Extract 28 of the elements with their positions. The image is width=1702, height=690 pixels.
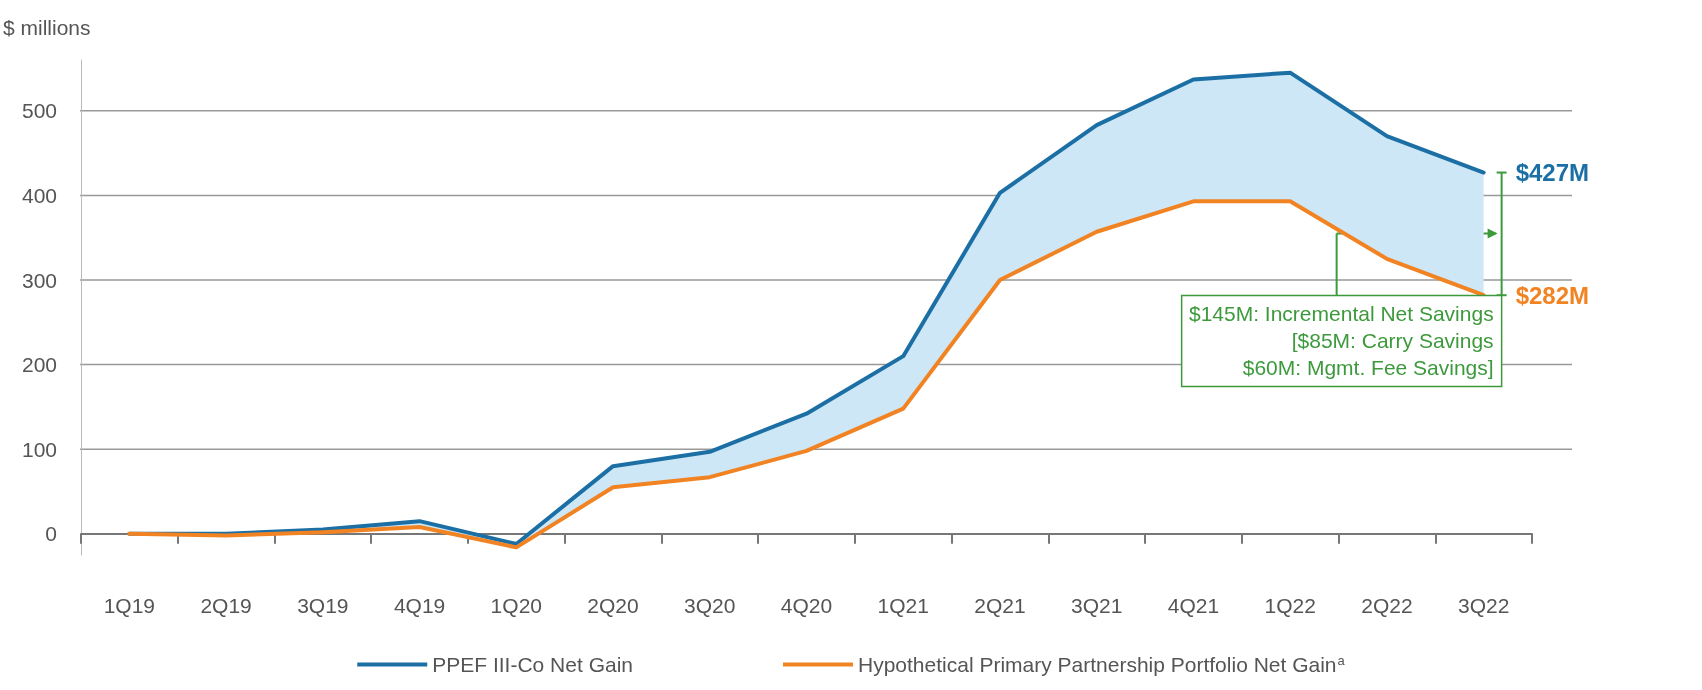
annotation: [$85M: Carry Savings bbox=[1291, 329, 1494, 353]
y-axis-title: $ millions bbox=[3, 16, 91, 39]
x-tick-label: 1Q22 bbox=[1264, 594, 1316, 617]
annotation: $60M: Mgmt. Fee Savings] bbox=[1242, 356, 1494, 380]
x-tick-label: 4Q21 bbox=[1167, 594, 1220, 617]
annotation: $145M: Incremental Net Savings bbox=[1188, 302, 1494, 326]
x-tick-label: 1Q21 bbox=[877, 594, 929, 617]
x-tick-label: 2Q20 bbox=[587, 594, 639, 617]
annotation: $427M bbox=[1515, 159, 1590, 187]
x-tick-label: 1Q19 bbox=[103, 594, 156, 617]
y-tick-label: 200 bbox=[21, 353, 57, 377]
x-tick-label: 2Q19 bbox=[200, 594, 252, 617]
x-tick-label: 4Q19 bbox=[393, 594, 446, 617]
y-tick-label: 500 bbox=[21, 99, 57, 123]
x-tick-label: 3Q19 bbox=[297, 594, 349, 617]
y-tick-label: 400 bbox=[21, 183, 57, 207]
x-tick-label: 2Q22 bbox=[1361, 594, 1413, 617]
x-tick-label: 2Q21 bbox=[974, 594, 1026, 617]
x-tick-label: 3Q22 bbox=[1457, 594, 1510, 617]
x-tick-label: 1Q20 bbox=[490, 594, 542, 617]
y-tick-label: 300 bbox=[21, 268, 57, 292]
x-tick-label: 3Q21 bbox=[1071, 594, 1123, 617]
legend-label: PPEF III-Co Net Gain bbox=[432, 653, 633, 676]
x-tick-label: 4Q20 bbox=[780, 594, 833, 617]
y-tick-label: 0 bbox=[45, 522, 57, 546]
y-tick-label: 100 bbox=[21, 437, 57, 461]
x-tick-label: 3Q20 bbox=[684, 594, 736, 617]
annotation: $282M bbox=[1515, 281, 1590, 309]
